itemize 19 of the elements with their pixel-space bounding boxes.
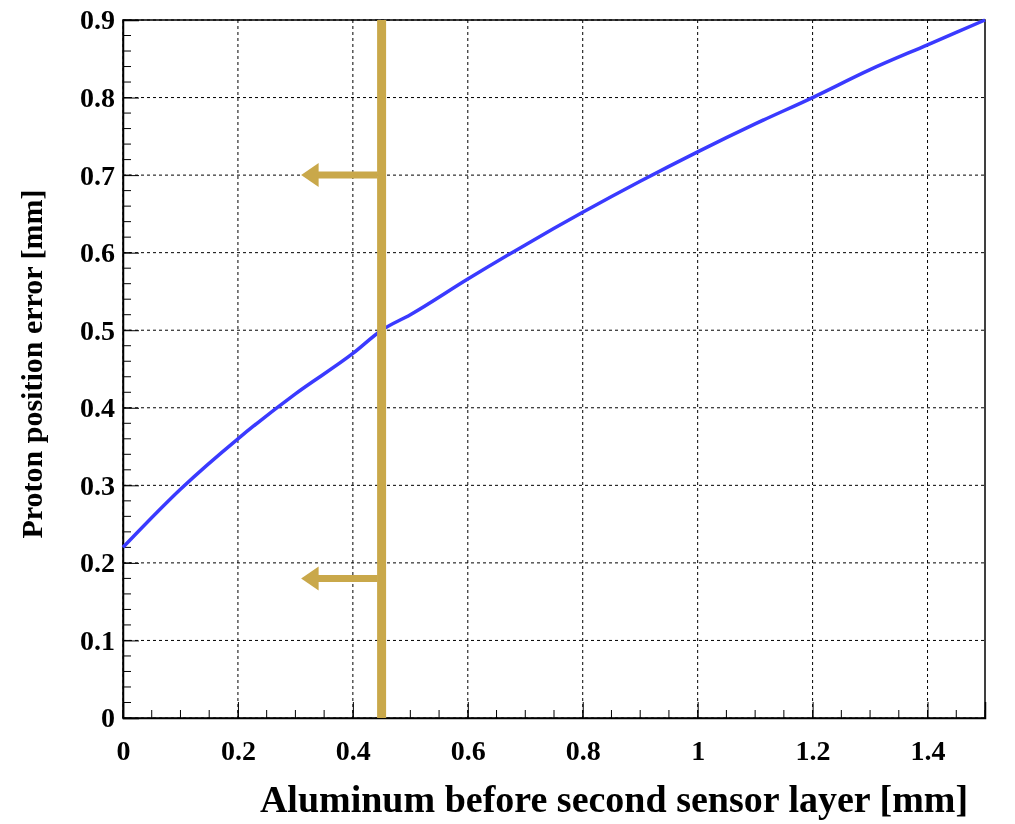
x-tick-label: 0.4 bbox=[335, 734, 371, 766]
y-tick-label: 0.1 bbox=[80, 624, 115, 656]
y-tick-label: 0.6 bbox=[80, 237, 115, 269]
x-tick-label: 1.4 bbox=[910, 734, 946, 766]
y-tick-label: 0.2 bbox=[80, 547, 115, 579]
y-tick-label: 0 bbox=[101, 702, 115, 734]
y-tick-label: 0.7 bbox=[80, 159, 115, 191]
y-tick-label: 0.5 bbox=[80, 314, 115, 346]
x-tick-label: 0.6 bbox=[450, 734, 486, 766]
x-tick-label: 0.2 bbox=[220, 734, 256, 766]
y-tick-label: 0.4 bbox=[80, 392, 115, 424]
y-axis-title: Proton position error [mm] bbox=[15, 189, 48, 539]
x-axis-title: Aluminum before second sensor layer [mm] bbox=[259, 778, 969, 820]
x-tick-label: 1 bbox=[691, 734, 706, 766]
y-tick-label: 0.3 bbox=[80, 469, 115, 501]
x-tick-label: 1.2 bbox=[795, 734, 831, 766]
y-tick-label: 0.8 bbox=[80, 82, 115, 114]
x-tick-label: 0.8 bbox=[565, 734, 601, 766]
y-tick-label: 0.9 bbox=[80, 4, 115, 36]
